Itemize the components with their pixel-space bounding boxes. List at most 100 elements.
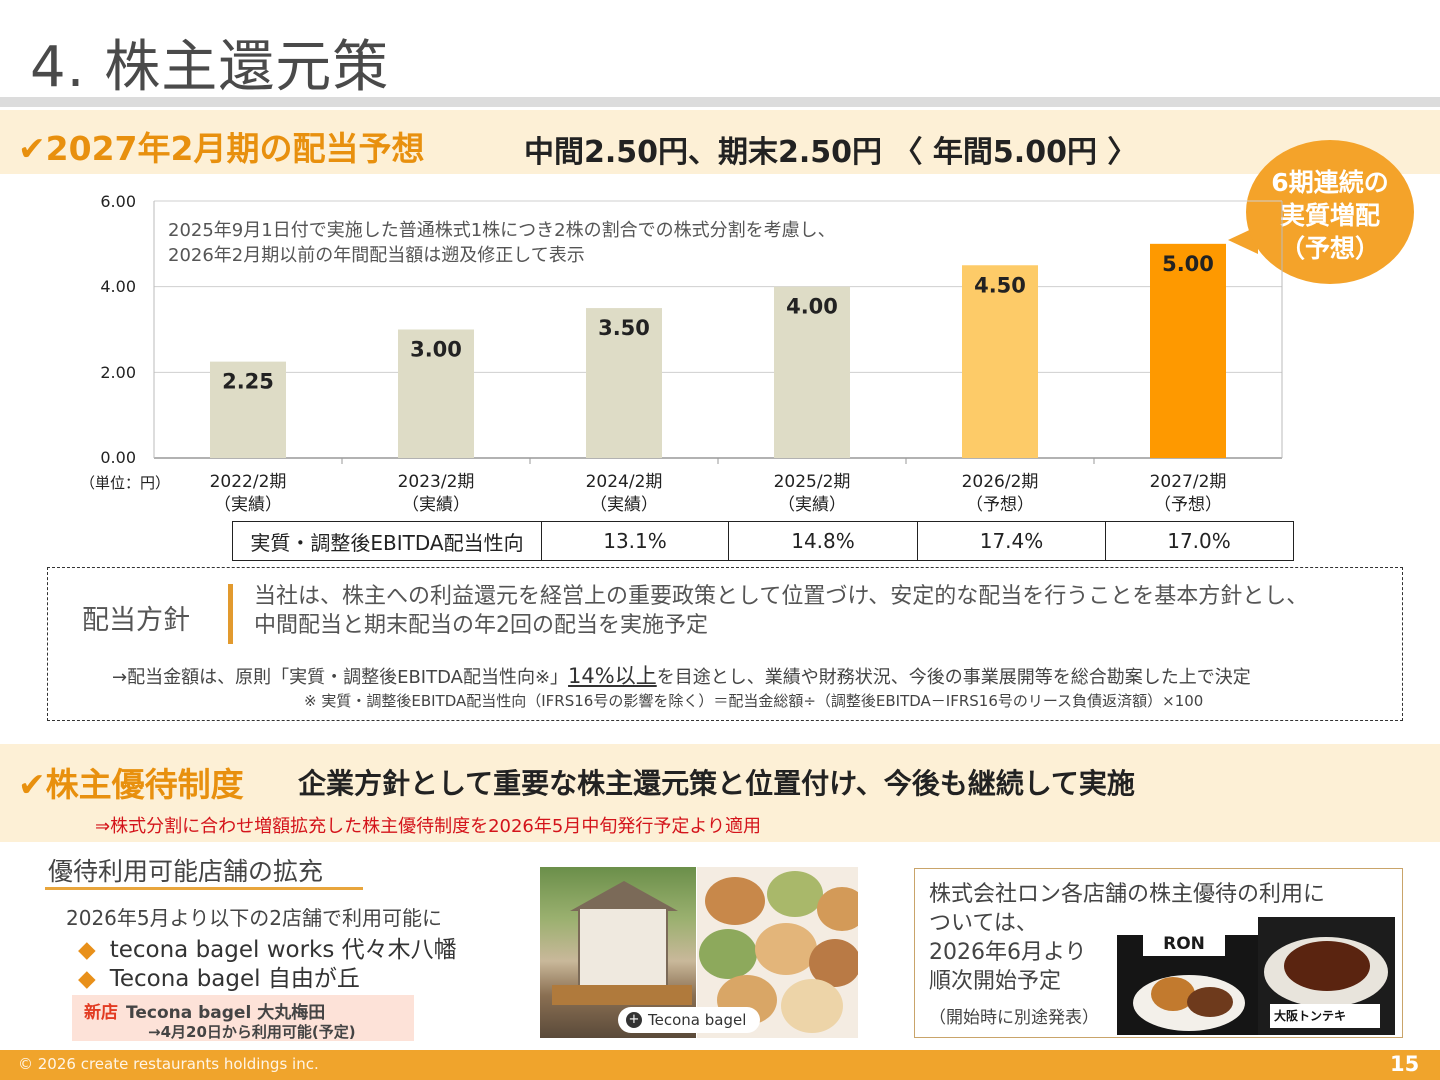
plus-icon: + [626,1012,642,1028]
benefit-red-note: ⇒株式分割に合わせ増額拡充した株主優待制度を2026年5月中旬発行予定より適用 [95,816,761,837]
policy-label: 配当方針 [82,605,190,636]
store-list-item: ◆ Tecona bagel 自由が丘 [78,959,360,993]
payout-target: 14%以上 [568,664,657,688]
tonteki-image [1284,941,1370,991]
new-store-tag: 新店 [84,1003,118,1023]
benefit-summary: 企業方針として重要な株主還元策と位置付け、今後も継続して実施 [298,767,1135,800]
storefront-building [578,907,668,997]
page-number: 15 [1390,1052,1420,1076]
dividend-section-band [0,110,1440,174]
dividend-bar [586,308,662,458]
bagel-image [781,979,843,1033]
x-category-sublabel: （実績） [590,495,658,515]
policy-footnote: ※ 実質・調整後EBITDA配当性向（IFRS16号の影響を除く）＝配当金総額÷… [304,692,1204,710]
ron-text-line: 2026年6月より [929,940,1087,965]
dividend-bar [962,265,1038,458]
page-title: 4. 株主還元策 [30,35,390,100]
new-store-box [72,995,414,1041]
x-category-label: 2023/2期 [398,472,475,492]
x-category-label: 2026/2期 [962,472,1039,492]
bar-value-label: 2.25 [222,370,274,394]
osaka-tonteki-logo: 大阪トンテキ [1270,1004,1380,1028]
bar-value-label: 3.00 [410,338,462,362]
dividend-bar [1150,243,1226,458]
ron-benefit-box [914,868,1403,1038]
bubble-line: 6期連続の [1271,168,1389,197]
new-store-name: Tecona bagel 大丸梅田 [126,1003,326,1023]
ebitda-value: 13.1% [541,522,728,560]
policy-text-line: 中間配当と期末配当の年2回の配当を実施予定 [254,613,708,638]
chart-note-line: 2026年2月期以前の年間配当額は遡及修正して表示 [168,245,585,266]
x-category-sublabel: （実績） [402,495,470,515]
storefront-photo [540,867,696,1038]
storefront-roof [570,881,678,911]
bagel-image [755,923,817,975]
dividend-heading: ✔2027年2月期の配当予想 [18,129,425,168]
ron-text: 株式会社ロン各店舗の株主優待の利用に ついては、 2026年6月より 順次開始予… [929,880,1325,996]
y-tick-label: 4.00 [100,277,136,296]
bubble-line: （予想） [1279,234,1380,263]
y-tick-label: 2.00 [100,363,136,382]
new-store-title: 新店 Tecona bagel 大丸梅田 [84,998,325,1023]
bar-value-label: 3.50 [598,316,650,340]
bar-value-label: 4.00 [786,295,838,319]
benefit-section-band [0,744,1440,842]
dividend-bar [398,329,474,458]
footer-copyright: © 2026 create restaurants holdings inc. [18,1055,319,1073]
bubble-line: 実質増配 [1279,201,1380,230]
ebitda-payout-table: 実質・調整後EBITDA配当性向 13.1% 14.8% 17.4% 17.0% [232,521,1294,561]
storefront-awning [552,985,692,1005]
dividend-bar [774,286,850,458]
new-store-note: →4月20日から利用可能(予定) [148,1023,356,1041]
ebitda-value: 14.8% [728,522,917,560]
bagel-image [817,887,858,931]
policy-accent-bar [228,584,233,644]
x-category-sublabel: （実績） [214,495,282,515]
dividend-summary: 中間2.50円、期末2.50円 〈 年間5.00円 〉 [524,135,1138,170]
consecutive-increase-bubble: 6期連続の 実質増配 （予想） [1246,140,1414,284]
store-intro: 2026年5月より以下の2店舗で利用可能に [66,906,442,930]
tecona-bagel-caption: + Tecona bagel [618,1007,760,1033]
ebitda-value: 17.0% [1105,522,1292,560]
benefit-heading: ✔株主優待制度 [18,765,244,804]
x-category-sublabel: （予想） [1154,495,1222,515]
store-name: tecona bagel works 代々木八幡 [109,937,457,963]
policy-payout-note: →配当金額は、原則「実質・調整後EBITDA配当性向※」14%以上を目途とし、業… [112,660,1251,690]
diamond-bullet-icon: ◆ [78,966,96,992]
payout-note-post: を目途とし、業績や財務状況、今後の事業展開等を総合勘案した上で決定 [656,667,1251,688]
payout-note-pre: →配当金額は、原則「実質・調整後EBITDA配当性向※」 [112,667,569,688]
unit-label: （単位：円） [80,474,170,492]
chart-bars [210,243,1226,458]
dividend-bar-chart: 0.00 2.00 4.00 6.00 （単位：円） 2025年9月1日付で実施… [80,192,1283,515]
x-category-label: 2027/2期 [1150,472,1227,492]
hamburg-image [1187,987,1233,1017]
policy-text-line: 当社は、株主への利益還元を経営上の重要政策として位置づけ、安定的な配当を行うこと… [254,584,1309,609]
y-tick-label: 6.00 [100,192,136,211]
ron-text-line: 順次開始予定 [929,969,1062,994]
title-divider [0,97,1440,107]
x-category-label: 2024/2期 [586,472,663,492]
bar-value-label: 5.00 [1162,252,1214,276]
store-heading-underline [45,887,363,890]
bagel-image [699,929,757,979]
ron-text-line: ついては、 [929,911,1038,936]
bar-value-label: 4.50 [974,273,1026,297]
caption-text: Tecona bagel [648,1011,747,1029]
grill-ron-logo: RON [1143,932,1225,956]
ron-small-note: （開始時に別途発表） [929,1008,1099,1028]
footer-bar [0,1050,1440,1080]
diamond-bullet-icon: ◆ [78,937,96,963]
ebitda-row-label: 実質・調整後EBITDA配当性向 [250,530,524,555]
y-tick-label: 0.00 [100,448,136,467]
dividend-bar [210,361,286,458]
ebitda-value: 17.4% [917,522,1105,560]
x-category-label: 2025/2期 [774,472,851,492]
dividend-policy-box [47,567,1403,721]
store-name: Tecona bagel 自由が丘 [109,966,360,992]
x-category-sublabel: （実績） [778,495,846,515]
chart-grid [153,200,1283,464]
policy-text: 当社は、株主への利益還元を経営上の重要政策として位置づけ、安定的な配当を行うこと… [254,582,1308,640]
chart-note-line: 2025年9月1日付で実施した普通株式1株につき2株の割合での株式分割を考慮し、 [168,220,836,241]
x-category-label: 2022/2期 [210,472,287,492]
x-category-sublabel: （予想） [966,495,1034,515]
